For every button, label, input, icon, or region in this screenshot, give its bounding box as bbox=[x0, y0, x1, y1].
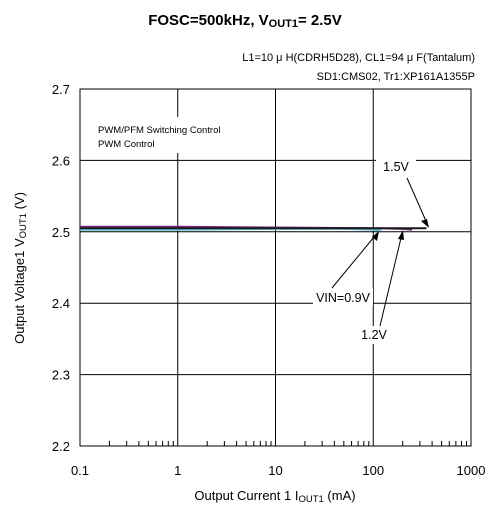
label-1-5v: 1.5V bbox=[383, 160, 409, 174]
series-lines bbox=[80, 225, 427, 232]
annotation-1-5v: 1.5V bbox=[376, 157, 429, 228]
y-axis-label: Output Voltage1 VOUT1 (V) bbox=[12, 192, 29, 344]
chart-title: FOSC=500kHz, VOUT1= 2.5V bbox=[148, 12, 342, 30]
annotation-1-2v: 1.2V bbox=[356, 230, 404, 344]
y-tick-label: 2.4 bbox=[52, 296, 70, 311]
arrowhead-1-2v bbox=[398, 230, 404, 240]
x-tick-labels: 0.1 1 10 100 1000 bbox=[71, 463, 486, 478]
legend-item-pwm-pfm: PWM/PFM Switching Control bbox=[98, 125, 220, 136]
legend-background bbox=[84, 117, 262, 153]
arrowhead-1-5v bbox=[421, 219, 429, 228]
legend-item-pwm: PWM Control bbox=[98, 139, 154, 150]
arrow-1-2v bbox=[379, 237, 402, 327]
conditions-line-1: L1=10 μ H(CDRH5D28), CL1=94 μ F(Tantalum… bbox=[242, 52, 475, 64]
minor-ticks bbox=[108, 441, 468, 446]
grid bbox=[80, 89, 471, 446]
legend-box: PWM/PFM Switching Control PWM Control bbox=[84, 117, 262, 153]
arrow-1-5v bbox=[406, 177, 427, 222]
label-1-2v: 1.2V bbox=[361, 328, 387, 342]
plot-area bbox=[79, 88, 472, 447]
x-tick-label: 1000 bbox=[457, 463, 486, 478]
label-vin-0-9v: VIN=0.9V bbox=[316, 291, 371, 305]
y-tick-labels: 2.2 2.3 2.4 2.5 2.6 2.7 bbox=[52, 82, 70, 454]
annotation-vin-0-9v: VIN=0.9V bbox=[313, 231, 379, 306]
arrowhead-vin-0-9v bbox=[372, 231, 379, 241]
arrow-vin-0-9v bbox=[331, 236, 375, 289]
x-tick-label: 0.1 bbox=[71, 463, 89, 478]
y-tick-label: 2.6 bbox=[52, 153, 70, 168]
conditions-line-2: SD1:CMS02, Tr1:XP161A1355P bbox=[317, 71, 475, 83]
x-tick-label: 100 bbox=[362, 463, 384, 478]
x-tick-label: 1 bbox=[174, 463, 181, 478]
x-tick-label: 10 bbox=[268, 463, 282, 478]
y-tick-label: 2.5 bbox=[52, 225, 70, 240]
y-tick-label: 2.7 bbox=[52, 82, 70, 97]
y-tick-label: 2.2 bbox=[52, 439, 70, 454]
x-axis-label: Output Current 1 IOUT1 (mA) bbox=[194, 488, 355, 505]
y-tick-label: 2.3 bbox=[52, 368, 70, 383]
